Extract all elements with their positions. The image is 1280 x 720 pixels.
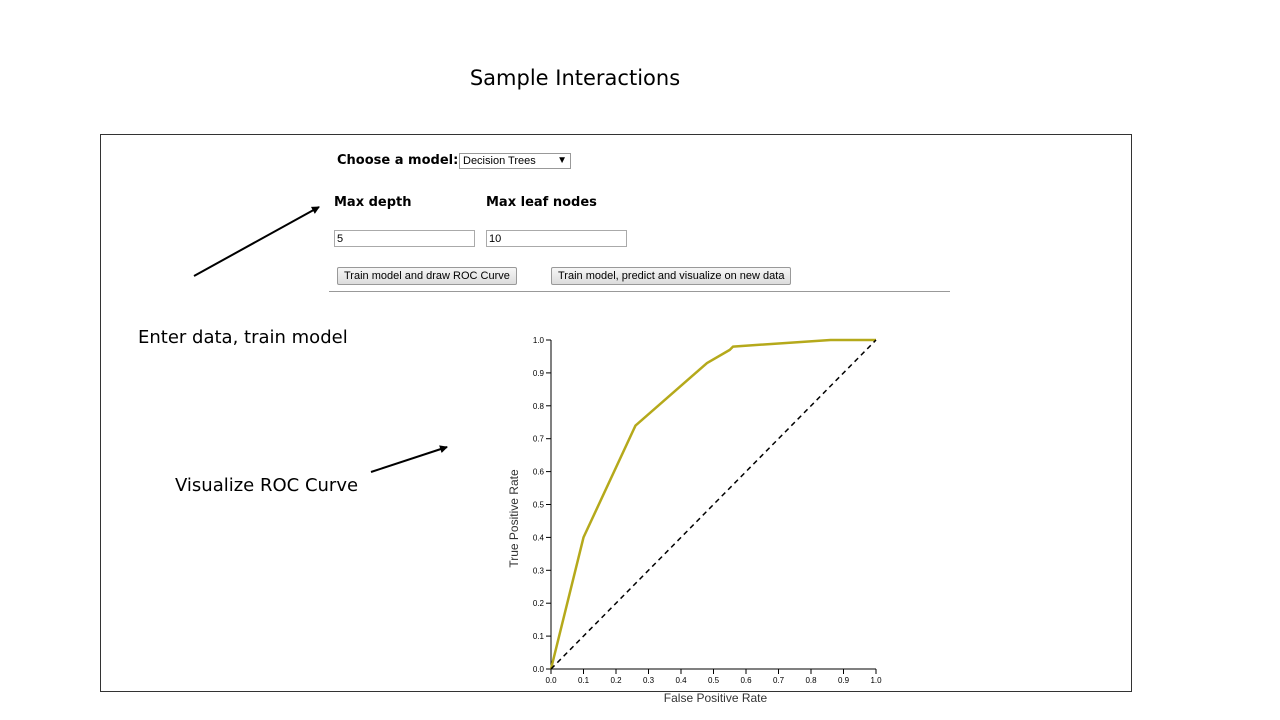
x-tick-label: 0.5 [708, 676, 720, 685]
y-tick-label: 0.8 [533, 402, 545, 411]
train-roc-button[interactable]: Train model and draw ROC Curve [337, 267, 517, 285]
arrow-to-form-icon [193, 206, 320, 277]
form-divider [329, 291, 950, 292]
x-tick-label: 0.1 [578, 676, 590, 685]
slide-title: Sample Interactions [469, 66, 681, 90]
model-select-value: Decision Trees [463, 155, 536, 167]
x-axis-label: False Positive Rate [664, 691, 768, 705]
arrow-to-chart-icon [370, 445, 448, 473]
max-depth-input[interactable] [334, 230, 475, 247]
y-tick-label: 0.4 [533, 533, 545, 542]
x-tick-label: 0.4 [675, 676, 687, 685]
dropdown-arrow-icon: ▼ [557, 155, 567, 166]
y-tick-label: 0.6 [533, 468, 545, 477]
y-axis-label: True Positive Rate [507, 469, 521, 568]
y-tick-label: 0.0 [533, 665, 545, 674]
y-tick-label: 0.7 [533, 435, 545, 444]
max-leaf-nodes-input[interactable] [486, 230, 627, 247]
series-group [549, 338, 877, 670]
y-tick-label: 1.0 [533, 336, 545, 345]
x-tick-label: 0.0 [545, 676, 557, 685]
y-ticks: 0.0 0.1 0.2 0.3 0.4 0.5 0.6 0.7 0.8 0.9 1.0 [533, 336, 551, 674]
y-tick-label: 0.2 [533, 599, 545, 608]
train-predict-button[interactable]: Train model, predict and visualize on ne… [551, 267, 792, 285]
annotation-enter-data: Enter data, train model [138, 327, 348, 348]
x-tick-label: 0.3 [643, 676, 655, 685]
max-depth-label: Max depth [334, 195, 412, 210]
max-leaf-nodes-label: Max leaf nodes [486, 195, 597, 210]
model-label: Choose a model: [337, 153, 459, 168]
y-tick-label: 0.5 [533, 501, 545, 510]
x-ticks: 0.0 0.1 0.2 0.3 0.4 0.5 0.6 0.7 0.8 0.9 1.0 [545, 669, 882, 685]
y-tick-label: 0.9 [533, 369, 545, 378]
x-tick-label: 0.8 [805, 676, 817, 685]
roc-chart: 0.0 0.1 0.2 0.3 0.4 0.5 0.6 0.7 0.8 0.9 1.0 0.0 0.1… [507, 336, 882, 705]
x-tick-label: 1.0 [870, 676, 882, 685]
x-tick-label: 0.7 [773, 676, 785, 685]
y-tick-label: 0.3 [533, 566, 545, 575]
screenshot-frame [100, 134, 1132, 692]
x-tick-label: 0.2 [610, 676, 622, 685]
y-tick-label: 0.1 [533, 632, 545, 641]
annotation-visualize: Visualize ROC Curve [175, 475, 359, 496]
x-tick-label: 0.9 [838, 676, 850, 685]
roc-curve-line [549, 338, 876, 670]
x-tick-label: 0.6 [740, 676, 752, 685]
model-select[interactable]: Decision Trees ▼ [459, 153, 571, 169]
